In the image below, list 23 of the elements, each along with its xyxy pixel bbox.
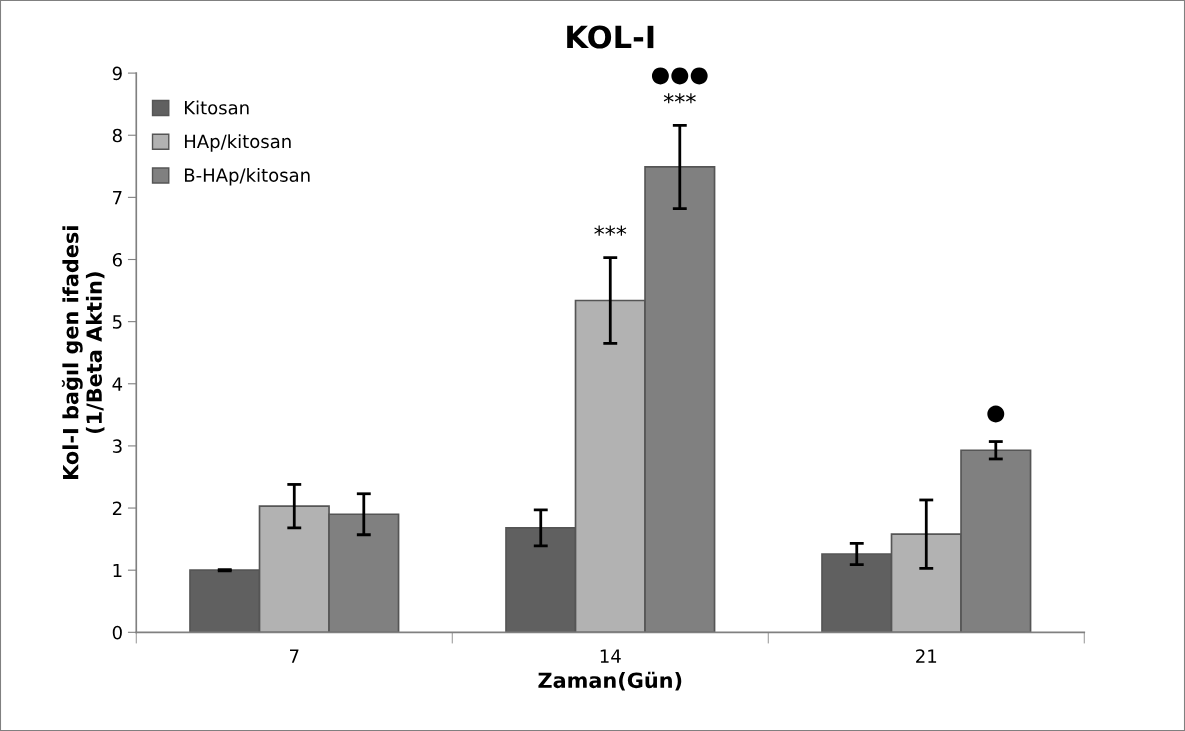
y-tick-label: 0 <box>112 625 122 640</box>
y-tick-label: 1 <box>113 563 122 578</box>
y-tick-label: 6 <box>112 252 122 267</box>
x-tick-label: 21 <box>916 649 937 663</box>
y-tick-label: 4 <box>112 377 123 391</box>
annotation: ● <box>987 405 1005 423</box>
chart-title: KOL-I <box>567 25 654 49</box>
x-tick-label: 7 <box>290 649 299 663</box>
y-tick-label: 5 <box>112 315 122 329</box>
y-tick-label: 7 <box>113 191 122 205</box>
legend-label: B-HAp/kitosan <box>184 167 310 186</box>
y-tick-label: 8 <box>112 128 122 143</box>
x-tick-label: 14 <box>600 649 621 663</box>
legend-label: HAp/kitosan <box>184 134 291 152</box>
y-tick-label: 2 <box>112 501 122 515</box>
y-tick-label: 3 <box>112 439 122 454</box>
y-tick-label: 9 <box>112 66 122 81</box>
annotation: ●●● <box>651 67 708 85</box>
legend-label: Kitosan <box>184 100 249 115</box>
x-axis-title: Zaman(Gün) <box>538 671 682 691</box>
annotation: *** <box>594 225 627 236</box>
y-axis-title: Kol-I bağıl gen ifadesi (1/Beta Aktin) <box>61 226 105 479</box>
annotation: *** <box>663 93 696 104</box>
